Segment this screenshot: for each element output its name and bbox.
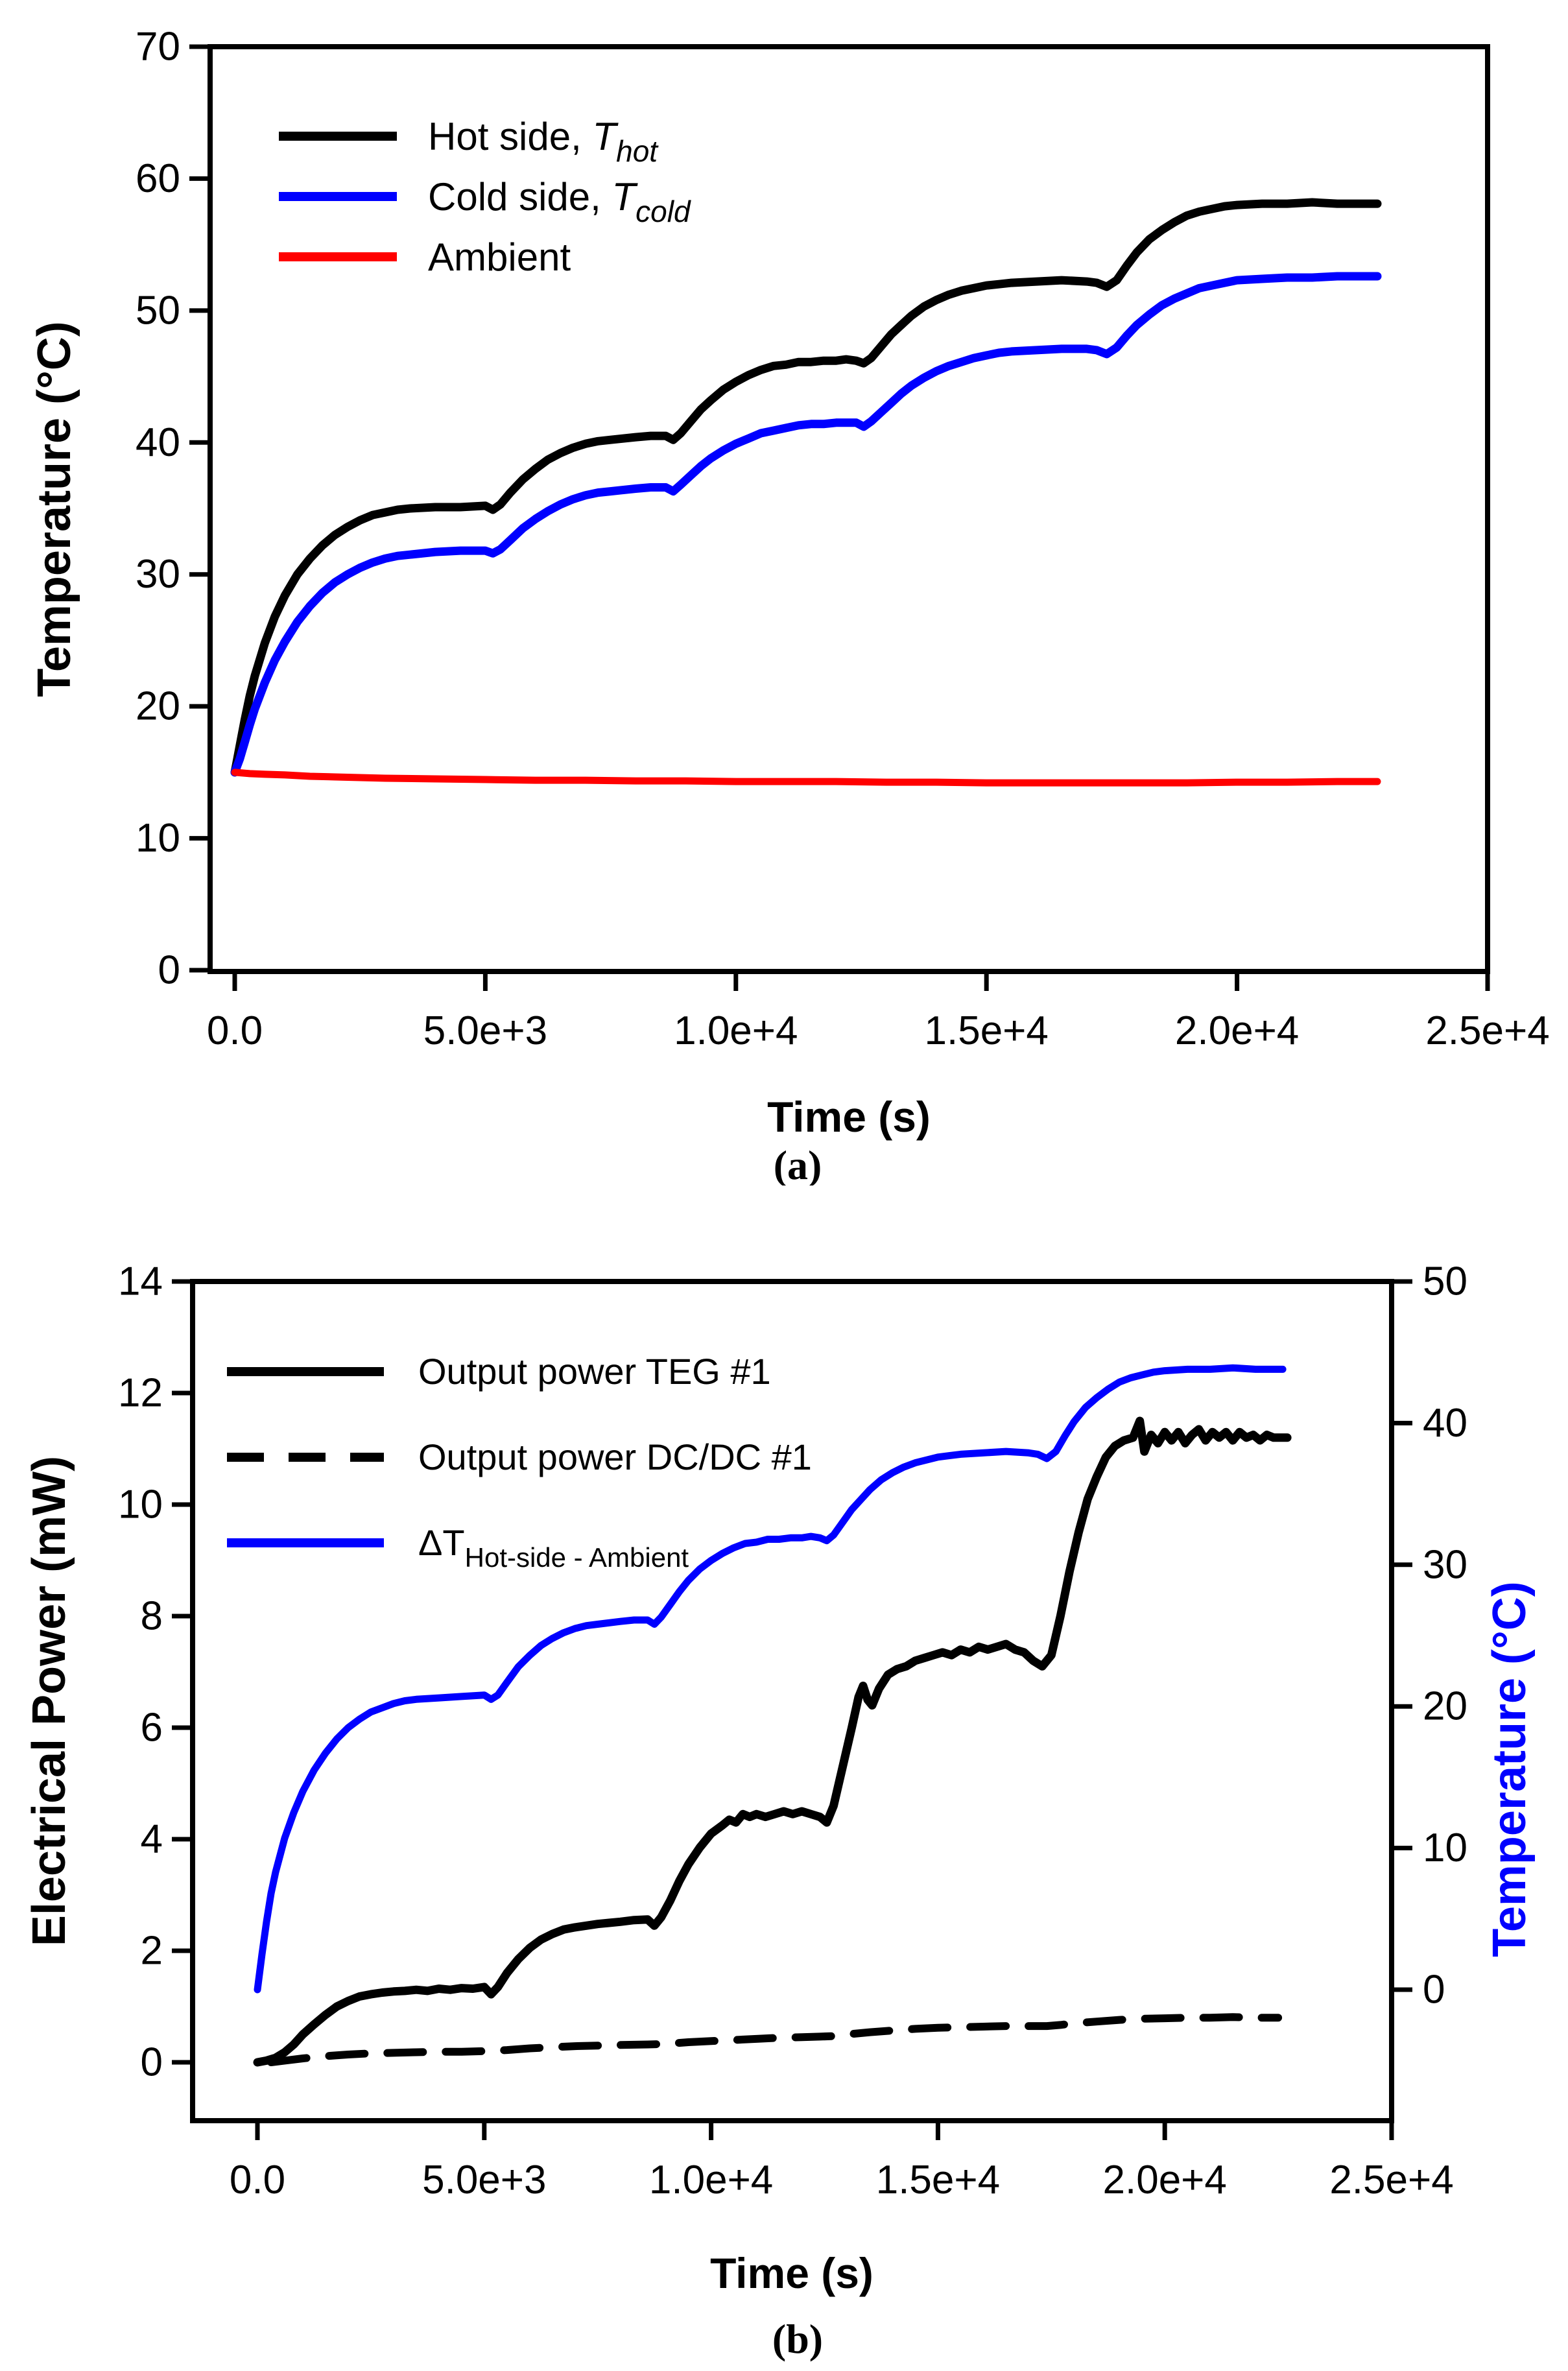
plot-frame [208,44,1490,974]
x-tick-label: 5.0e+3 [423,1008,547,1053]
x-tick-label: 0.0 [230,2158,285,2202]
plot-frame-b [190,1279,1394,2123]
plot-frame [190,1279,1394,2123]
legend-item-0: Output power TEG #1 [227,1351,771,1392]
x-tick-label: 1.0e+4 [649,2158,773,2202]
x-axis-title-b: Time (s) [710,2249,873,2297]
y-tick-label: 14 [118,1259,163,1304]
legend-label: ΔTHot-side - Ambient [418,1522,689,1573]
series-2-curve [231,768,1381,787]
legend-label: Hot side, Thot [428,115,659,168]
legend-a: Hot side, Thot Cold side, Tcold Ambient [279,115,691,279]
y-tick-label: 0 [158,948,180,993]
legend-item-0: Hot side, Thot [279,115,659,168]
y-tick-label: 0 [1423,1968,1445,2012]
legend-item-2: ΔTHot-side - Ambient [227,1522,689,1573]
y-tick-label: 70 [136,25,180,69]
series-1-curve [230,272,1382,777]
y-axis-right-title-b: Temperature (°C) [1484,1581,1536,1957]
legend-label: Output power DC/DC #1 [418,1436,812,1477]
x-tick-label: 1.0e+4 [674,1008,798,1053]
plot-frame-a [208,44,1490,974]
x-tick-label: 5.0e+3 [422,2158,546,2202]
y-tick-label: 0 [141,2040,163,2085]
y-tick-label: 10 [118,1483,163,1527]
legend-item-1: Cold side, Tcold [279,175,691,228]
y-axis-right-ticks-b: 0 10 20 30 40 50 [1392,1259,1467,2012]
y-tick-label: 2 [141,1929,163,1973]
panel-caption-a: (a) [774,1142,822,1186]
y-tick-label: 4 [141,1817,163,1862]
x-tick-label: 0.0 [207,1008,263,1053]
x-tick-label: 2.5e+4 [1329,2158,1453,2202]
y-tick-label: 10 [1423,1826,1467,1870]
legend-item-1: Output power DC/DC #1 [227,1436,812,1477]
y-tick-label: 50 [136,288,180,333]
y-tick-label: 40 [1423,1401,1467,1446]
x-tick-label: 1.5e+4 [925,1008,1049,1053]
y-tick-label: 40 [136,420,180,465]
legend-label: Cold side, Tcold [428,175,691,228]
legend-b: Output power TEG #1 Output power DC/DC #1… [227,1351,812,1573]
x-tick-label: 2.5e+4 [1425,1008,1549,1053]
series-0-curve [253,1416,1292,2067]
curves-a [230,198,1382,787]
x-tick-label: 2.0e+4 [1103,2158,1227,2202]
x-axis-ticks-b: 0.0 5.0e+3 1.0e+4 1.5e+4 2.0e+4 2.5e+4 [230,2121,1454,2202]
y-tick-label: 30 [1423,1542,1467,1587]
panel-b-chart: 0 2 4 6 8 10 12 14 0 10 20 30 40 50 0.0 5.0e+3 1.0e+4 1… [23,1259,1536,2363]
panel-caption-b: (b) [772,2316,823,2362]
series-0-curve [230,198,1382,777]
y-axis-left-ticks-b: 0 2 4 6 8 10 12 14 [118,1259,193,2085]
legend-label: Output power TEG #1 [418,1351,771,1392]
y-axis-title-a: Temperature (°C) [29,321,80,697]
y-tick-label: 8 [141,1594,163,1639]
series-2-curve [254,1364,1287,1994]
x-axis-title-a: Time (s) [767,1093,931,1141]
legend-label: Ambient [428,235,571,279]
y-axis-left-title-b: Electrical Power (mW) [23,1456,75,1946]
curves-b [253,1364,1292,2067]
y-tick-label: 60 [136,156,180,201]
y-axis-ticks-a: 0 10 20 30 40 50 60 70 [136,25,210,993]
series-1-curve [267,2013,1283,2066]
x-axis-ticks-a: 0.0 5.0e+3 1.0e+4 1.5e+4 2.0e+4 2.5e+4 [207,971,1550,1053]
y-tick-label: 50 [1423,1259,1467,1304]
panel-a-chart: 0 10 20 30 40 50 60 70 0.0 5.0e+3 1.0e+4 1.5e+4 2.0… [29,25,1550,1186]
x-tick-label: 2.0e+4 [1175,1008,1299,1053]
y-tick-label: 10 [136,816,180,861]
y-tick-label: 20 [136,684,180,729]
y-tick-label: 30 [136,552,180,597]
y-tick-label: 12 [118,1371,163,1416]
y-tick-label: 6 [141,1706,163,1750]
y-tick-label: 20 [1423,1684,1467,1729]
legend-item-2: Ambient [279,235,571,279]
x-tick-label: 1.5e+4 [876,2158,1000,2202]
